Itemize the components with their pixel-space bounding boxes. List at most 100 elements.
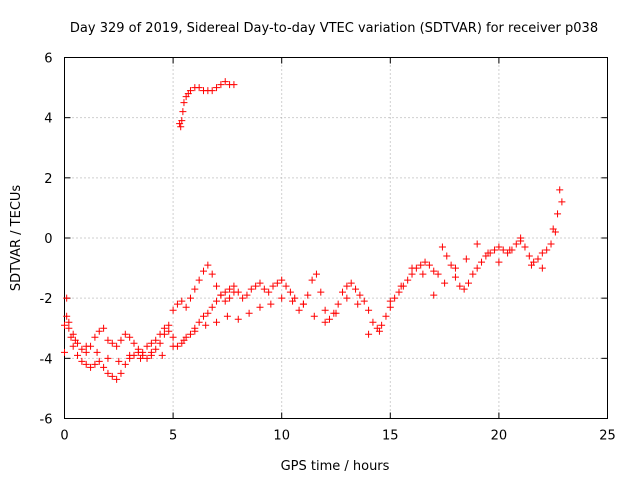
- data-point: [143, 342, 151, 350]
- chart-title: Day 329 of 2019, Sidereal Day-to-day VTE…: [70, 21, 598, 36]
- data-point: [195, 276, 203, 284]
- data-point: [204, 309, 212, 317]
- data-point: [460, 285, 468, 293]
- data-point: [165, 327, 173, 335]
- x-tick-label: 0: [60, 429, 68, 444]
- x-axis-label: GPS time / hours: [281, 459, 390, 474]
- data-point: [95, 357, 103, 365]
- data-point: [93, 348, 101, 356]
- y-tick-label: 2: [44, 172, 52, 187]
- data-point: [200, 312, 208, 320]
- data-point: [495, 258, 503, 266]
- data-point: [421, 258, 429, 266]
- data-point: [473, 240, 481, 248]
- data-point: [217, 81, 225, 89]
- data-point: [95, 327, 103, 335]
- data-point: [365, 306, 373, 314]
- data-point: [126, 351, 134, 359]
- data-point: [360, 297, 368, 305]
- data-point: [265, 288, 273, 296]
- data-point: [108, 372, 116, 380]
- data-point: [186, 87, 194, 95]
- data-point: [200, 267, 208, 275]
- data-point: [408, 270, 416, 278]
- data-point: [104, 369, 112, 377]
- data-point: [312, 270, 320, 278]
- data-point: [521, 243, 529, 251]
- data-point: [143, 354, 151, 362]
- data-point: [543, 246, 551, 254]
- data-point: [213, 84, 221, 92]
- data-point: [134, 345, 142, 353]
- data-point: [208, 87, 216, 95]
- data-point: [441, 279, 449, 287]
- data-point: [382, 312, 390, 320]
- data-point: [179, 108, 187, 116]
- data-point: [104, 354, 112, 362]
- data-point: [91, 360, 99, 368]
- x-tick-label: 25: [599, 429, 616, 444]
- data-point: [223, 312, 231, 320]
- data-point: [273, 279, 281, 287]
- data-point: [61, 348, 68, 356]
- data-point: [169, 333, 177, 341]
- data-point: [438, 243, 446, 251]
- data-point: [126, 333, 134, 341]
- data-point: [221, 297, 229, 305]
- data-point: [534, 255, 542, 263]
- data-point: [464, 279, 472, 287]
- data-point: [82, 342, 90, 350]
- data-point: [63, 294, 71, 302]
- data-point: [386, 297, 394, 305]
- data-point: [365, 330, 373, 338]
- y-tick-label: -2: [40, 292, 53, 307]
- data-point: [160, 324, 168, 332]
- data-point: [308, 276, 316, 284]
- data-point: [430, 291, 438, 299]
- x-tick-label: 5: [169, 429, 177, 444]
- data-point: [180, 99, 188, 107]
- data-point: [61, 321, 68, 329]
- data-point: [158, 351, 166, 359]
- y-tick-label: -4: [40, 352, 53, 367]
- data-point: [230, 81, 238, 89]
- data-point: [375, 327, 383, 335]
- y-tick-label: 4: [44, 112, 52, 127]
- axis-ticks: 0 5 10 15 20 25 -6 -4 -2 0 2 4 6: [40, 52, 616, 444]
- data-point: [169, 342, 177, 350]
- data-point: [299, 300, 307, 308]
- data-point: [121, 330, 129, 338]
- data-point: [117, 369, 125, 377]
- data-point: [525, 252, 533, 260]
- data-point: [74, 351, 82, 359]
- data-point: [286, 288, 294, 296]
- data-point: [473, 264, 481, 272]
- data-point: [451, 264, 459, 272]
- data-point: [478, 258, 486, 266]
- data-point: [243, 291, 251, 299]
- y-tick-label: -6: [40, 413, 53, 428]
- grid: [64, 57, 608, 419]
- data-point: [256, 279, 264, 287]
- data-point: [404, 276, 412, 284]
- data-point: [343, 294, 351, 302]
- data-point: [538, 249, 546, 257]
- data-point: [252, 282, 260, 290]
- data-point: [334, 300, 342, 308]
- data-point: [499, 246, 507, 254]
- data-point: [304, 291, 312, 299]
- data-point: [221, 78, 229, 86]
- data-point: [495, 243, 503, 251]
- data-point: [256, 303, 264, 311]
- data-point: [82, 360, 90, 368]
- data-point: [221, 288, 229, 296]
- data-point: [538, 264, 546, 272]
- data-point: [65, 324, 73, 332]
- y-axis-label: SDTVAR / TECUs: [9, 185, 24, 292]
- data-point: [352, 285, 360, 293]
- data-point: [339, 288, 347, 296]
- data-point: [208, 303, 216, 311]
- data-point: [191, 327, 199, 335]
- y-tick-label: 0: [44, 232, 52, 247]
